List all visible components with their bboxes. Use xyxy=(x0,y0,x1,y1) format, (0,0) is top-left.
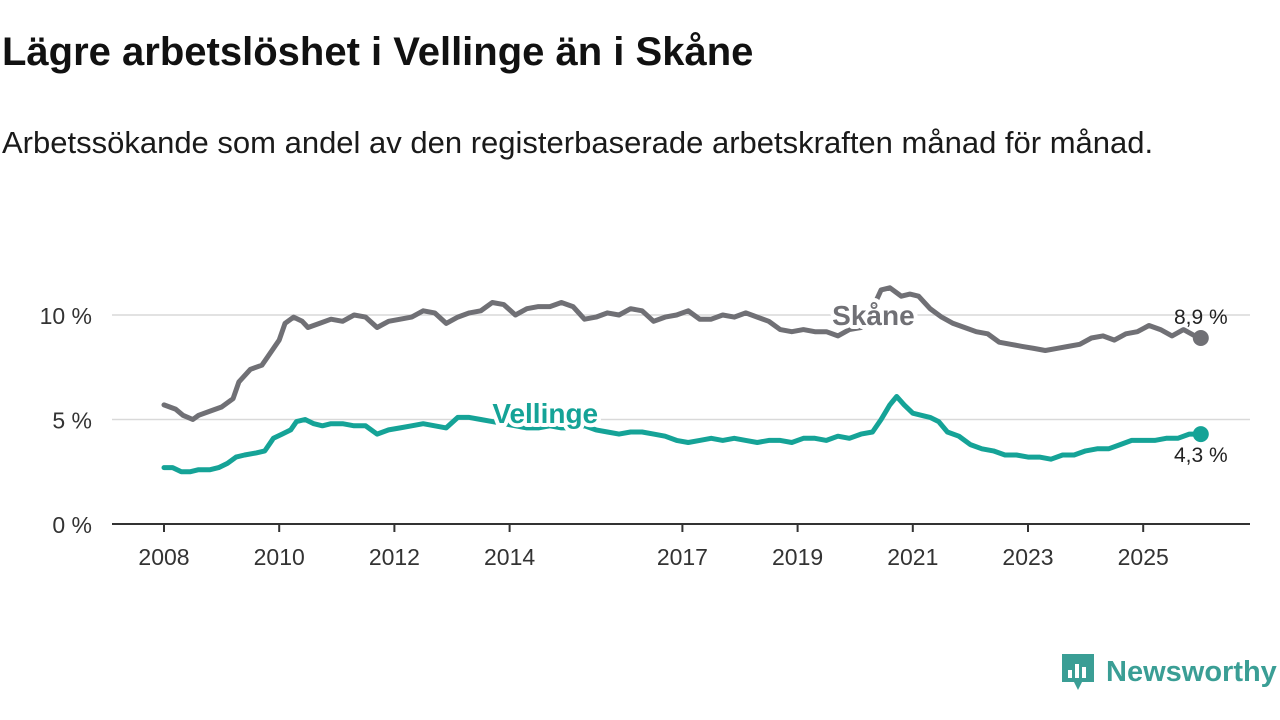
x-tick-label: 2021 xyxy=(887,544,938,570)
x-tick-label: 2019 xyxy=(772,544,823,570)
annotations: Skåne Vellinge xyxy=(488,296,918,433)
series-line-sk-ne xyxy=(161,285,1204,422)
end-point-vellinge xyxy=(1192,426,1209,443)
y-tick-label: 0 % xyxy=(52,512,92,538)
chart-subtitle: Arbetssökande som andel av den registerb… xyxy=(2,125,1154,160)
y-axis-labels: 0 % 5 % 10 % xyxy=(40,303,92,538)
y-tick-label: 10 % xyxy=(40,303,92,329)
x-axis-labels: 2008 2010 2012 2014 2017 2019 2021 2023 2025 xyxy=(138,524,1169,570)
newsworthy-brand[interactable]: Newsworthy xyxy=(1060,652,1277,692)
x-tick-label: 2025 xyxy=(1118,544,1169,570)
chart-title: Lägre arbetslöshet i Vellinge än i Skåne xyxy=(2,30,754,74)
series-line-vellinge xyxy=(161,394,1204,475)
x-tick-label: 2010 xyxy=(254,544,305,570)
end-point-sk-ne xyxy=(1192,329,1209,346)
newsworthy-brand-name: Newsworthy xyxy=(1106,655,1277,688)
x-tick-label: 2023 xyxy=(1002,544,1053,570)
end-value-label: 8,9 % xyxy=(1174,306,1228,329)
series: 8,9 % 4,3 % xyxy=(161,285,1228,475)
end-value-label: 4,3 % xyxy=(1174,444,1228,467)
x-tick-label: 2017 xyxy=(657,544,708,570)
series-label-sk-ne: Skåne xyxy=(832,300,915,331)
newsworthy-logo-icon xyxy=(1062,654,1094,690)
x-tick-label: 2008 xyxy=(138,544,189,570)
y-tick-label: 5 % xyxy=(52,408,92,434)
x-tick-label: 2012 xyxy=(369,544,420,570)
x-tick-label: 2014 xyxy=(484,544,535,570)
series-label-vellinge: Vellinge xyxy=(492,398,598,429)
